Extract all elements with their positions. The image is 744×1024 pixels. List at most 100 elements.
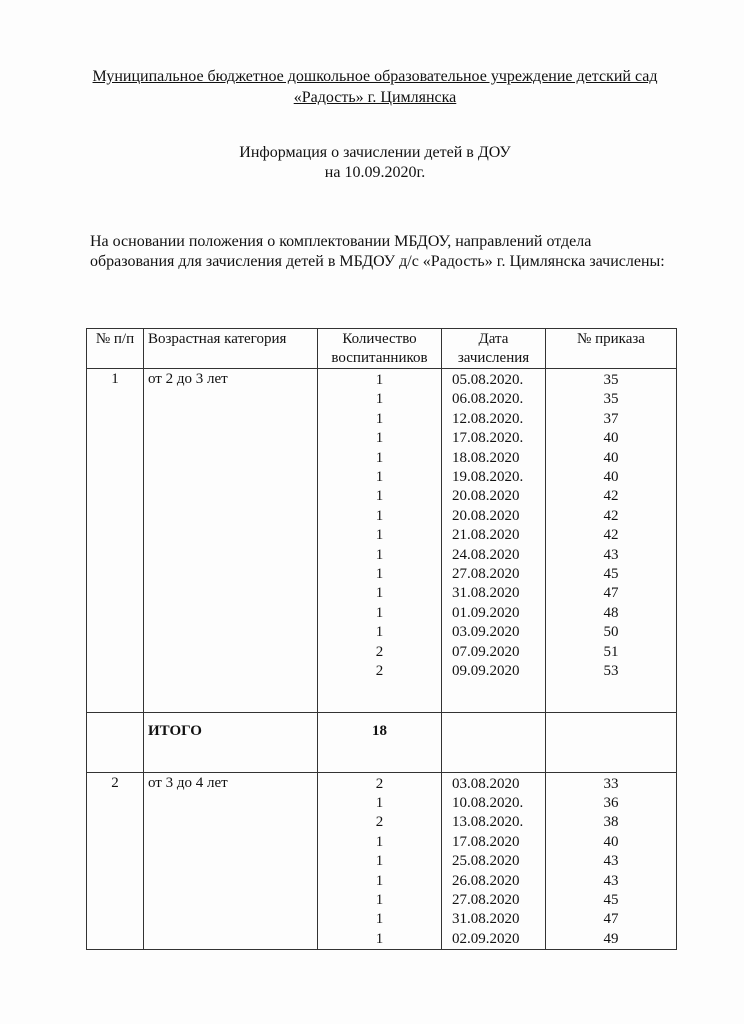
order-number: 36 [603, 794, 619, 811]
age-category: от 2 до 3 лет [143, 368, 318, 713]
child-count: 1 [375, 488, 384, 505]
order-number: 49 [603, 930, 619, 947]
enrollment-date: 13.08.2020. [452, 814, 524, 831]
order-number: 42 [603, 527, 619, 544]
enrollment-date-list: 03.08.2020 10.08.2020. 13.08.2020. 17.08.20… [441, 771, 546, 951]
order-number: 43 [603, 872, 619, 889]
child-count: 1 [375, 449, 384, 466]
child-count: 1 [375, 872, 384, 889]
enrollment-date: 31.08.2020 [452, 585, 520, 602]
order-number: 42 [603, 507, 619, 524]
order-number: 45 [603, 891, 619, 908]
column-header: Количество воспитанников [317, 328, 442, 369]
total-label: ИТОГО [143, 711, 318, 773]
age-category: от 3 до 4 лет [143, 771, 318, 951]
total-value: 18 [317, 711, 442, 773]
order-number: 37 [603, 410, 619, 427]
enrollment-date: 12.08.2020. [452, 410, 524, 427]
row-number: 1 [86, 368, 144, 713]
enrollment-date: 20.08.2020 [452, 507, 520, 524]
child-count: 2 [375, 775, 384, 792]
column-header: № п/п [86, 328, 144, 369]
child-count: 1 [375, 372, 384, 388]
document-title: Информация о зачислении детей в ДОУ на 1… [60, 143, 690, 183]
enrollment-date: 17.08.2020 [452, 833, 520, 850]
child-count: 1 [375, 853, 384, 870]
order-number: 47 [603, 911, 619, 928]
enrollment-date: 02.09.2020 [452, 930, 520, 947]
order-number: 35 [603, 391, 619, 408]
enrollment-date: 31.08.2020 [452, 911, 520, 928]
order-number: 45 [603, 566, 619, 583]
table-row: 2 от 3 до 4 лет 2 1 2 1 1 1 1 1 1 03.08.2020 10.08.2… [86, 771, 677, 951]
child-count: 2 [375, 643, 384, 660]
empty-cell [441, 711, 546, 773]
child-count: 1 [375, 507, 384, 524]
enrollment-date: 09.09.2020 [452, 663, 520, 680]
enrollment-date: 17.08.2020. [452, 430, 524, 447]
enrollment-date: 18.08.2020 [452, 449, 520, 466]
order-number: 40 [603, 833, 619, 850]
order-number: 40 [603, 449, 619, 466]
empty-cell [86, 711, 144, 773]
enrollment-date: 10.08.2020. [452, 794, 524, 811]
organization-name: Муниципальное бюджетное дошкольное образ… [92, 68, 658, 106]
enrollment-date: 03.08.2020 [452, 775, 520, 792]
enrollment-date: 19.08.2020. [452, 469, 524, 486]
order-number: 42 [603, 488, 619, 505]
child-count: 1 [375, 527, 384, 544]
child-count: 1 [375, 794, 384, 811]
child-count: 1 [375, 469, 384, 486]
child-count: 1 [375, 624, 384, 641]
order-number: 50 [603, 624, 619, 641]
order-number: 35 [603, 372, 619, 388]
row-number: 2 [86, 771, 144, 951]
order-number-list: 33 36 38 40 43 43 45 47 49 [545, 771, 677, 951]
order-number: 43 [603, 546, 619, 563]
child-count-list: 2 1 2 1 1 1 1 1 1 [317, 771, 442, 951]
order-number: 53 [603, 663, 619, 680]
child-count: 1 [375, 546, 384, 563]
order-number: 33 [603, 775, 619, 792]
enrollment-date: 01.09.2020 [452, 604, 520, 621]
title-date: на 10.09.2020г. [324, 164, 426, 181]
child-count: 1 [375, 891, 384, 908]
enrollment-date: 07.09.2020 [452, 643, 520, 660]
enrollment-date: 05.08.2020. [452, 372, 524, 388]
table-row: 1 от 2 до 3 лет 1 1 1 1 1 1 1 1 1 1 1 1 1 1 2 2 05.08.2020… [86, 368, 677, 713]
enrollment-date: 24.08.2020 [452, 546, 520, 563]
enrollment-date: 26.08.2020 [452, 872, 520, 889]
child-count: 2 [375, 814, 384, 831]
column-header: № приказа [545, 328, 677, 369]
order-number: 51 [603, 643, 619, 660]
enrollment-date: 21.08.2020 [452, 527, 520, 544]
child-count: 1 [375, 566, 384, 583]
column-header: Возрастная категория [143, 328, 318, 369]
order-number: 40 [603, 469, 619, 486]
order-number: 38 [603, 814, 619, 831]
child-count: 1 [375, 911, 384, 928]
child-count: 1 [375, 585, 384, 602]
enrollment-date: 06.08.2020. [452, 391, 524, 408]
child-count-list: 1 1 1 1 1 1 1 1 1 1 1 1 1 1 2 2 [317, 368, 442, 713]
order-number: 48 [603, 604, 619, 621]
table-header-row: № п/п Возрастная категория Количество во… [86, 328, 677, 369]
enrollment-table: № п/п Возрастная категория Количество во… [86, 328, 677, 951]
child-count: 1 [375, 410, 384, 427]
child-count: 1 [375, 391, 384, 408]
empty-cell [545, 711, 677, 773]
order-number: 43 [603, 853, 619, 870]
enrollment-date: 27.08.2020 [452, 891, 520, 908]
enrollment-date: 03.09.2020 [452, 624, 520, 641]
enrollment-date: 20.08.2020 [452, 488, 520, 505]
child-count: 1 [375, 930, 384, 947]
enrollment-date-list: 05.08.2020. 06.08.2020. 12.08.2020. 17.08.2… [441, 368, 546, 713]
order-number-list: 35 35 37 40 40 40 42 42 42 43 45 47 48 50 51 53 [545, 368, 677, 713]
enrollment-date: 25.08.2020 [452, 853, 520, 870]
title-line: Информация о зачислении детей в ДОУ [239, 144, 511, 161]
enrollment-date: 27.08.2020 [452, 566, 520, 583]
child-count: 1 [375, 430, 384, 447]
total-row: ИТОГО 18 [86, 711, 677, 773]
intro-paragraph: На основании положения о комплектовании … [90, 233, 665, 270]
